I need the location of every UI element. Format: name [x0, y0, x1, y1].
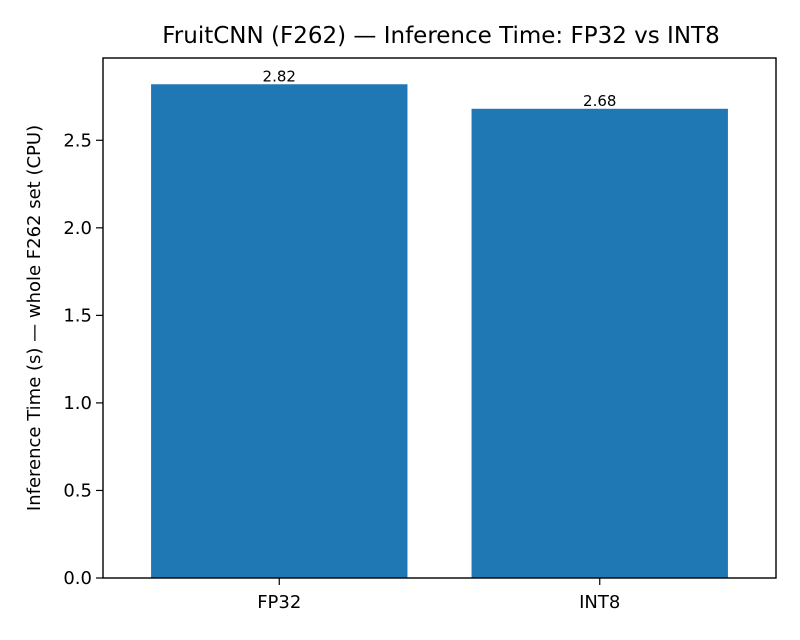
data-label-int8: 2.68: [583, 92, 616, 110]
bars-layer: [151, 84, 728, 578]
y-tick-label: 0.5: [63, 480, 92, 501]
bar-int8: [471, 108, 728, 578]
y-tick-label: 2.0: [63, 218, 92, 239]
y-tick-label: 2.5: [63, 130, 92, 151]
y-tick-label: 1.5: [63, 305, 92, 326]
data-label-fp32: 2.82: [263, 67, 296, 85]
plot-area-frame: [102, 57, 777, 579]
chart-title: FruitCNN (F262) — Inference Time: FP32 v…: [162, 23, 719, 49]
y-tick-label: 0.0: [63, 568, 92, 589]
data-labels-layer: 2.82 2.68: [263, 67, 617, 110]
y-axis: 0.0 0.5 1.0 1.5 2.0 2.5: [63, 130, 103, 589]
x-axis: FP32 INT8: [257, 578, 620, 613]
y-tick-label: 1.0: [63, 393, 92, 414]
y-axis-label: Inference Time (s) — whole F262 set (CPU…: [24, 125, 45, 511]
bar-fp32: [151, 84, 408, 578]
x-tick-label-int8: INT8: [579, 592, 620, 613]
x-tick-label-fp32: FP32: [257, 592, 301, 613]
